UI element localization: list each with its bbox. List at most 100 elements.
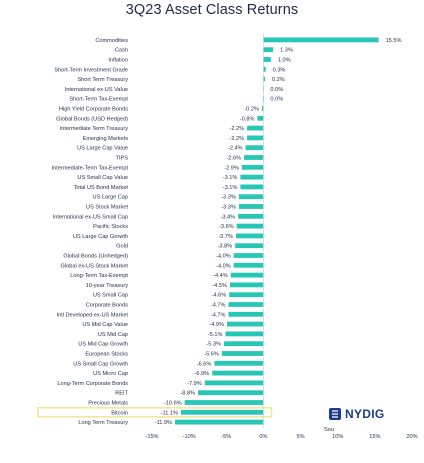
category-label: Precious Metals <box>88 401 128 407</box>
value-label: 1.0% <box>278 58 291 64</box>
value-label: -4.7% <box>211 303 226 309</box>
bar <box>238 204 264 209</box>
category-label: Global Bonds (Unhedged) <box>63 254 128 260</box>
bar <box>224 341 264 347</box>
value-label: -2.6% <box>226 156 241 162</box>
bar <box>235 243 264 249</box>
source-note: Sou <box>324 427 334 433</box>
category-label: Emerging Markets <box>83 136 129 142</box>
bar <box>241 164 264 170</box>
category-label: US Stock Market <box>86 205 128 211</box>
bar <box>247 135 264 141</box>
value-label: -4.4% <box>213 273 228 279</box>
highlight-box <box>37 406 273 418</box>
value-label: -2.4% <box>228 146 243 152</box>
category-label: Gold <box>116 244 128 250</box>
value-label: -11.1% <box>161 410 178 416</box>
category-label: US Mid Cap <box>98 332 128 338</box>
category-label: Long Term Treasury <box>78 420 128 426</box>
value-label: 0.0% <box>270 87 283 93</box>
value-label: -11.9% <box>155 420 172 426</box>
bar <box>228 302 264 307</box>
bar <box>229 292 264 298</box>
category-label: US Mid Cap Growth <box>78 342 128 348</box>
value-label: -4.0% <box>216 254 231 260</box>
category-label: Global Bonds (USD Hedged) <box>56 116 128 122</box>
bar <box>230 282 264 288</box>
category-label: US Mid Cap Value <box>82 322 128 328</box>
value-label: -10.6% <box>164 401 182 407</box>
bar <box>221 351 264 356</box>
category-label: Intermediate-Term Tax-Exempt <box>52 165 129 171</box>
value-label: -5.6% <box>204 352 219 358</box>
chart-title: 3Q23 Asset Class Returns <box>125 2 299 18</box>
category-label: Corporate Bonds <box>86 303 128 309</box>
category-label: European Stocks <box>85 352 128 358</box>
category-label: Total US Bond Market <box>74 185 129 191</box>
value-label: -6.9% <box>195 371 210 377</box>
category-label: 10-year Treasury <box>86 283 128 289</box>
value-label: 1.3% <box>280 48 293 54</box>
value-label: -2.2% <box>229 126 244 132</box>
x-tick-label: 5% <box>297 434 305 440</box>
bar <box>235 233 264 239</box>
nydig-logo: NYDIG <box>328 406 400 422</box>
value-label: -3.7% <box>218 234 233 240</box>
bar <box>233 262 264 268</box>
bar <box>212 370 264 376</box>
category-label: Pacific Stocks <box>93 224 128 230</box>
bar <box>261 106 264 111</box>
category-label: Global ex-US Stock Market <box>61 263 129 269</box>
value-label: -6.6% <box>197 361 212 367</box>
category-label: US Small Cap <box>93 293 128 299</box>
value-label: 0.2% <box>272 77 285 83</box>
category-label: US Small Cap Growth <box>73 361 128 367</box>
bar <box>230 272 264 278</box>
category-label: US Micro Cap <box>93 371 128 377</box>
bar <box>198 390 264 396</box>
category-label: Commodities <box>95 38 128 44</box>
category-label: International ex-US Value <box>65 87 128 93</box>
value-label: -2.2% <box>229 136 244 142</box>
category-label: Cash <box>115 48 128 54</box>
bar <box>263 86 265 92</box>
value-label: -3.1% <box>223 185 238 191</box>
bar <box>236 223 264 229</box>
bar <box>263 66 266 72</box>
category-label: Long-Term Tax-Exempt <box>70 273 128 279</box>
logo-text: NYDIG <box>345 407 385 421</box>
category-label: Short-Term Tax-Exempt <box>69 97 128 103</box>
bar <box>257 115 264 121</box>
x-tick-label: -10% <box>183 434 196 440</box>
value-label: -5.1% <box>208 332 223 338</box>
x-tick-label: 20% <box>406 434 417 440</box>
value-label: -7.9% <box>187 381 202 387</box>
value-label: -0.2% <box>244 107 259 113</box>
bar <box>263 96 265 102</box>
value-label: 0.3% <box>273 67 286 73</box>
category-label: International ex-US Small Cap <box>53 214 128 220</box>
category-label: Long-Term Corporate Bonds <box>57 381 128 387</box>
value-label: -3.8% <box>218 244 233 250</box>
category-label: REIT <box>115 391 128 397</box>
bar <box>245 145 264 151</box>
value-label: -3.1% <box>223 175 238 181</box>
value-label: -4.9% <box>209 322 224 328</box>
bar <box>238 213 264 219</box>
bar <box>225 331 264 337</box>
value-label: -3.6% <box>219 224 234 230</box>
category-label: Inflation <box>108 58 128 64</box>
x-tick-label: 10% <box>332 434 343 440</box>
bar <box>233 253 264 258</box>
bar <box>184 400 264 405</box>
category-label: US Large Cap <box>93 195 128 201</box>
value-label: -0.8% <box>240 116 255 122</box>
value-label: -2.9% <box>224 165 239 171</box>
x-tick-label: 15% <box>369 434 380 440</box>
bar <box>175 419 264 425</box>
x-tick-label: 0% <box>259 434 267 440</box>
category-label: High Yield Corporate Bonds <box>59 107 128 113</box>
value-label: -3.3% <box>221 195 236 201</box>
bar <box>204 380 264 386</box>
